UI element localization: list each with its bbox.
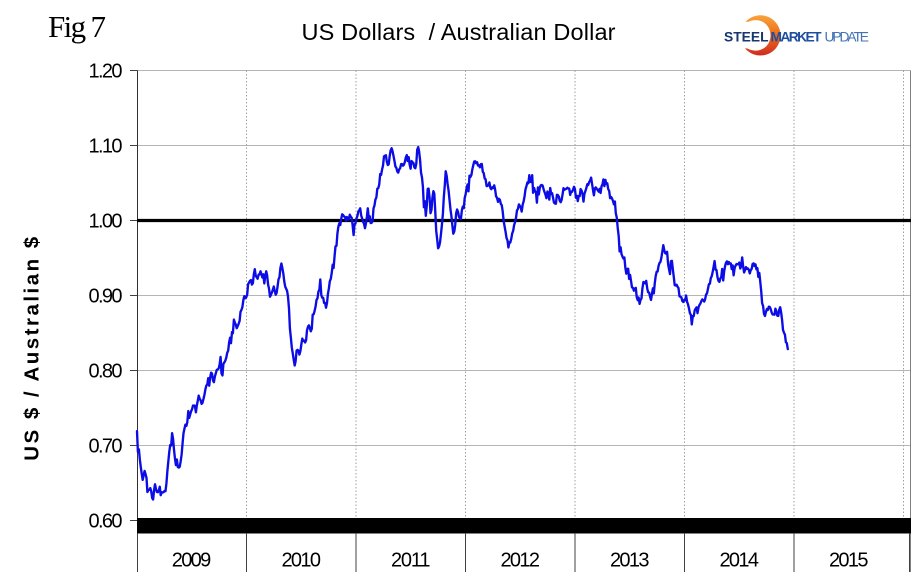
svg-text:US Dollars / Australian Dolla: US Dollars / Australian Dollar (302, 19, 616, 45)
svg-text:0.70: 0.70 (89, 436, 123, 458)
svg-text:0.90: 0.90 (89, 286, 123, 308)
svg-text:MARKET: MARKET (771, 30, 823, 45)
svg-text:UPDATE: UPDATE (825, 30, 870, 45)
svg-text:2011: 2011 (391, 550, 431, 572)
svg-text:1.20: 1.20 (89, 61, 123, 83)
svg-text:2014: 2014 (719, 550, 759, 572)
svg-text:0.80: 0.80 (89, 361, 123, 383)
svg-text:0.60: 0.60 (89, 511, 123, 533)
svg-text:1.00: 1.00 (89, 211, 123, 233)
svg-text:2009: 2009 (172, 550, 212, 572)
svg-text:1.10: 1.10 (89, 136, 123, 158)
svg-text:2012: 2012 (500, 550, 540, 572)
svg-text:2015: 2015 (829, 550, 869, 572)
svg-text:US $ / Australian $: US $ / Australian $ (21, 236, 44, 461)
svg-text:Fig 7: Fig 7 (48, 9, 106, 44)
svg-text:2010: 2010 (281, 550, 321, 572)
svg-text:2013: 2013 (610, 550, 650, 572)
svg-text:STEEL: STEEL (724, 30, 769, 45)
